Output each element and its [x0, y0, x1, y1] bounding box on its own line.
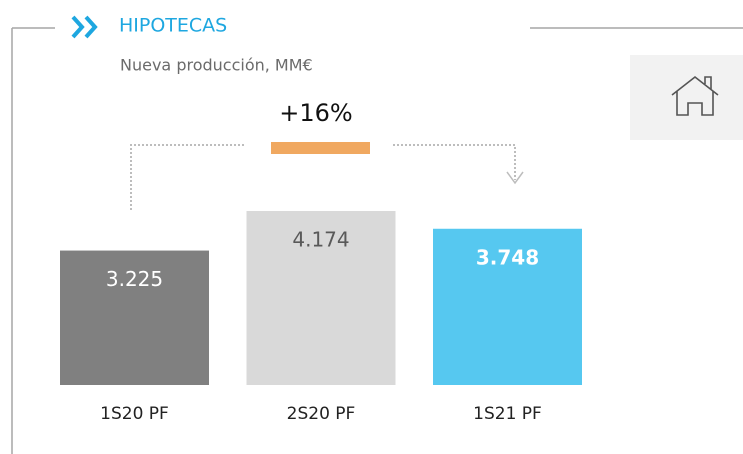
- bar: [60, 250, 209, 385]
- bar: [433, 228, 582, 385]
- value-label: 3.225: [106, 267, 163, 291]
- x-tick-label: 1S20 PF: [100, 404, 169, 424]
- chart-title: HIPOTECAS: [119, 15, 227, 37]
- home-button[interactable]: [630, 55, 743, 140]
- chevron-icon: [71, 15, 98, 39]
- home-icon: [671, 75, 719, 116]
- x-tick-label: 2S20 PF: [287, 404, 356, 424]
- x-tick-label: 1S21 PF: [473, 404, 542, 424]
- bracket-line: [393, 144, 516, 180]
- value-label: 4.174: [292, 228, 349, 252]
- bar: [246, 211, 396, 385]
- annotation: +16%: [279, 99, 352, 127]
- chart-subtitle: Nueva producción, MM€: [120, 56, 313, 75]
- bars: 3.225 1S20 PF 4.174 2S20 PF 3.748 1S21 PF: [60, 211, 582, 424]
- annotation-bar: [271, 142, 370, 154]
- value-label: 3.748: [476, 245, 539, 269]
- bracket-line: [130, 144, 245, 210]
- arrow-head: [506, 171, 524, 185]
